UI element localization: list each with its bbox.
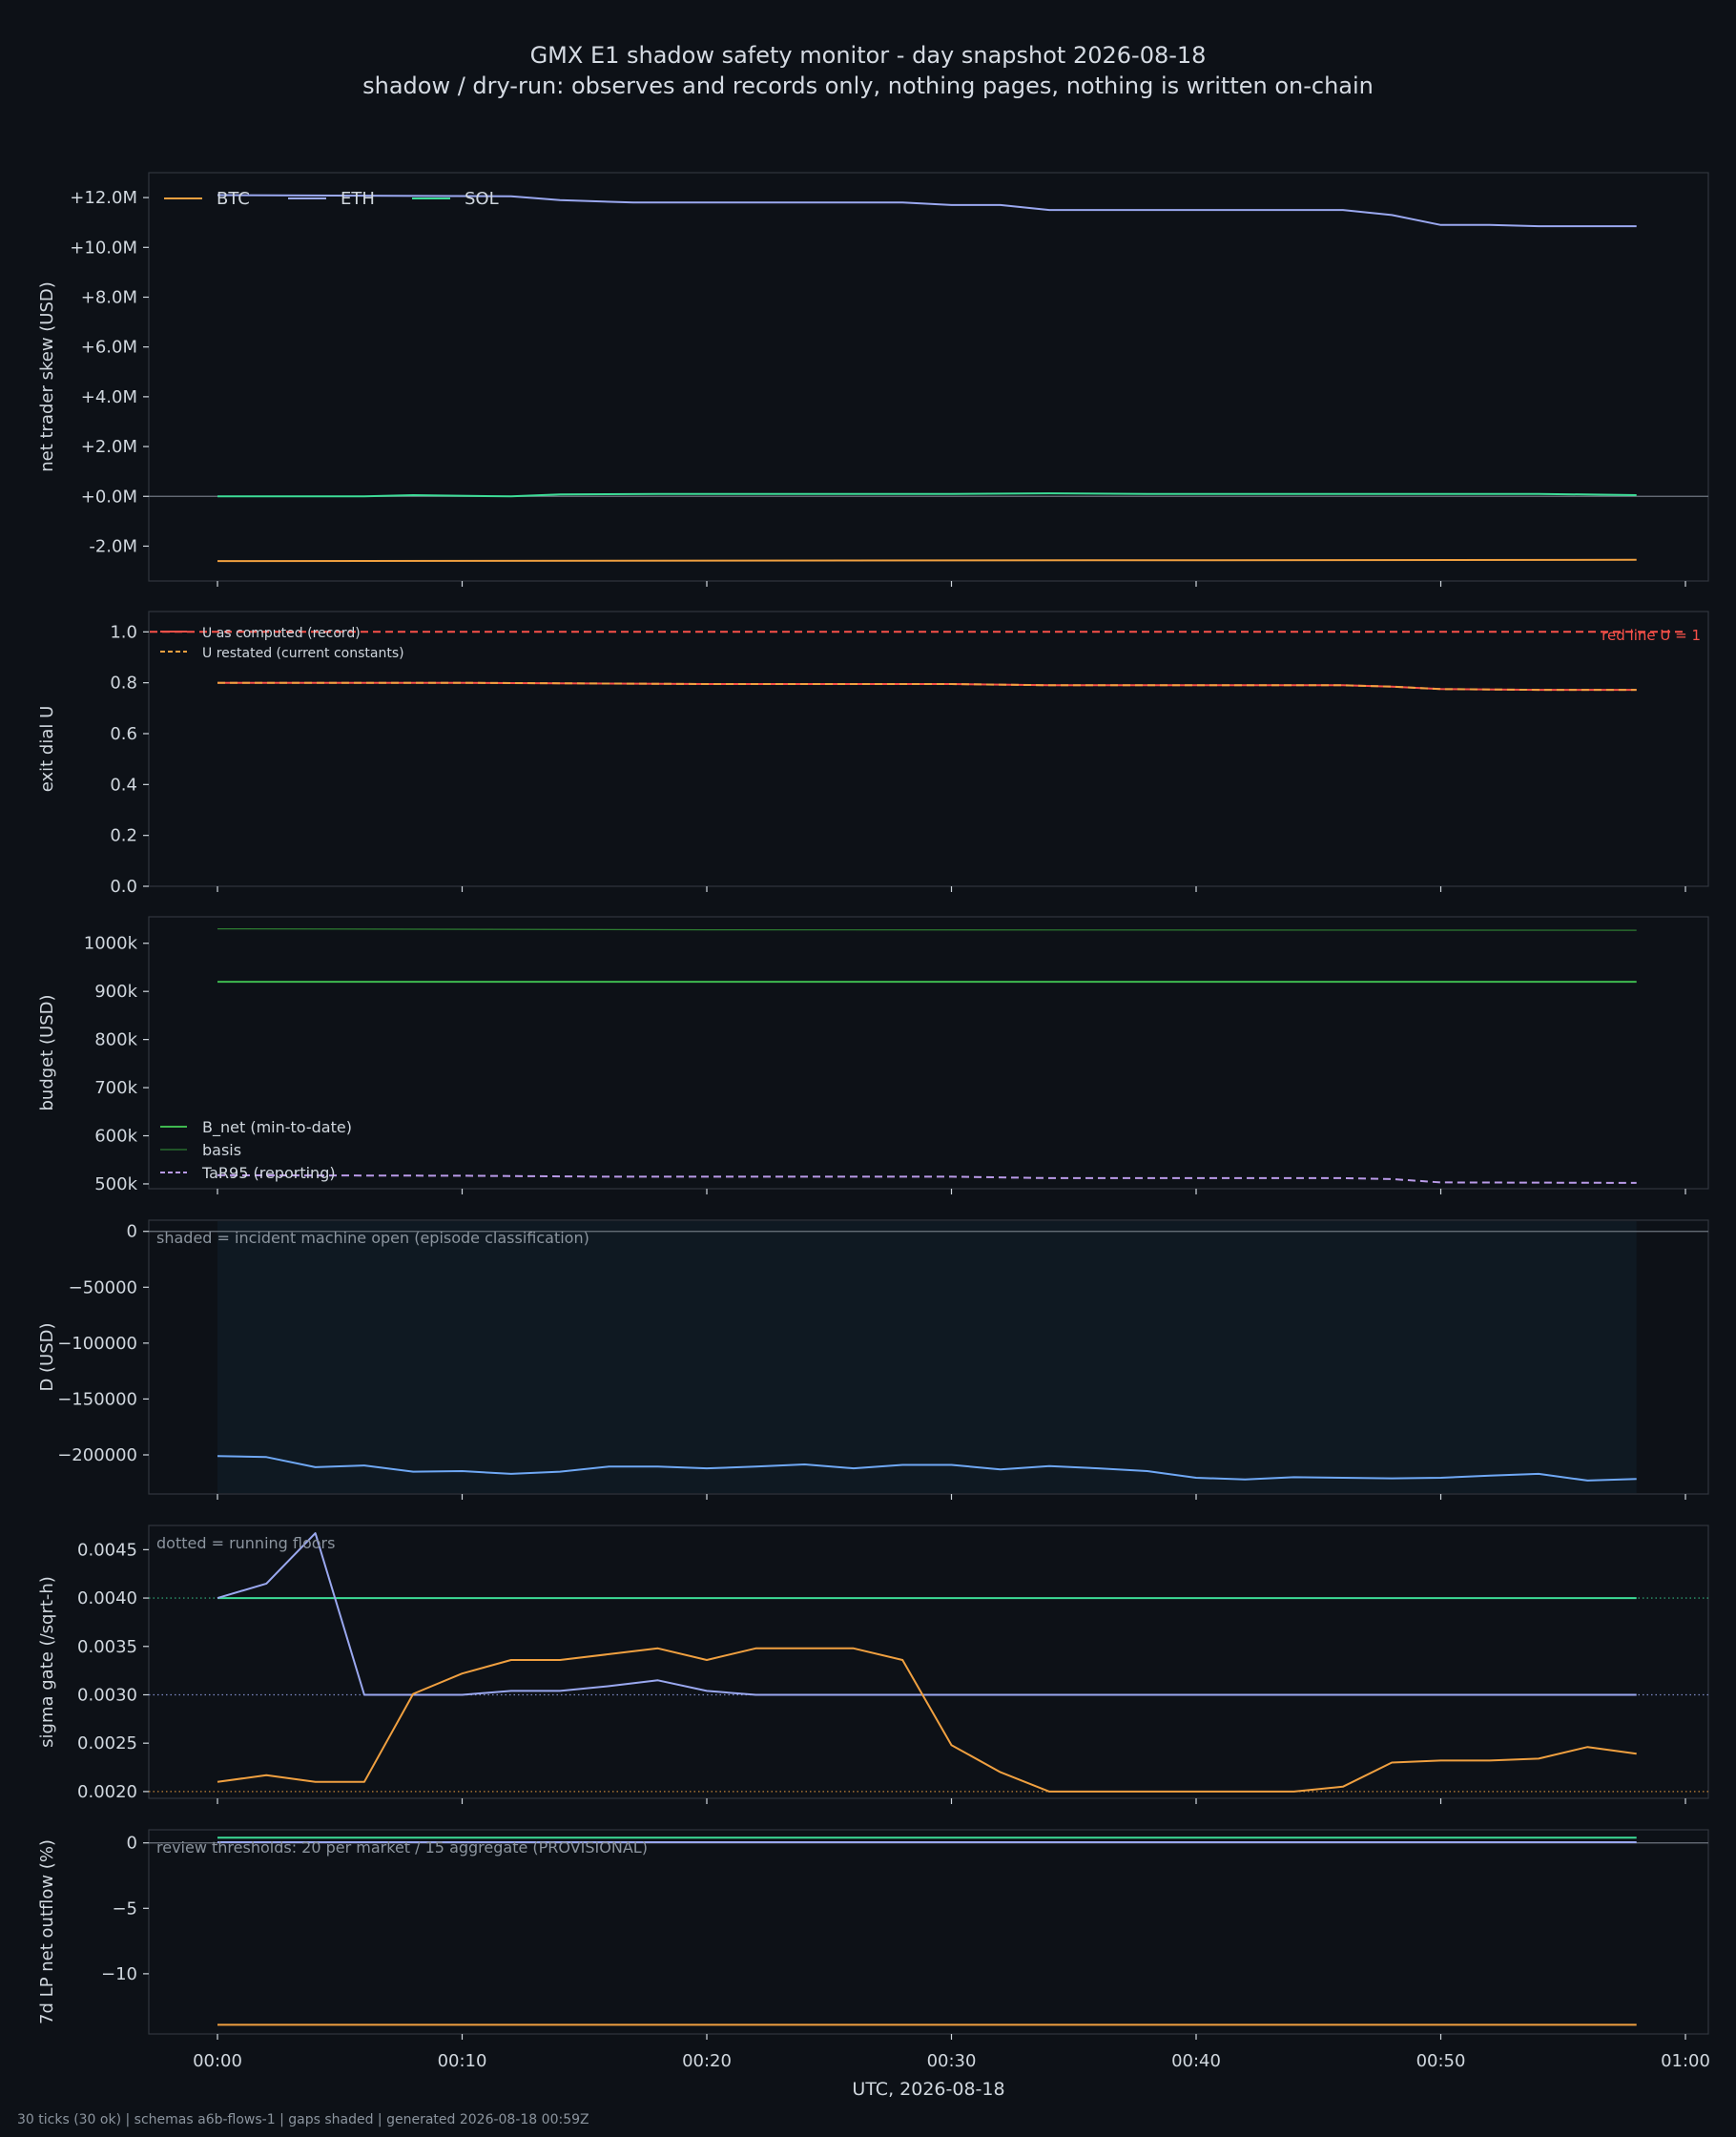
y-tick-label: −200000 <box>57 1445 137 1465</box>
panel-2: 0.0 0.2 0.4 0.6 0.8 1.0 exit dial U red line U … <box>37 611 1709 897</box>
y-tick-label: 0.0035 <box>77 1637 137 1657</box>
y-axis-label: D (USD) <box>37 1322 57 1391</box>
y-tick-label: +8.0M <box>81 287 137 307</box>
y-tick-label: 0.0045 <box>77 1540 137 1560</box>
y-tick-label: 700k <box>94 1078 137 1098</box>
series-line-2 <box>217 927 1637 931</box>
annotation: shaded = incident machine open (episode … <box>156 1229 589 1247</box>
y-tick-label: 0.0040 <box>77 1588 137 1608</box>
y-tick-label: +12.0M <box>70 188 137 208</box>
legend-label: BTC <box>217 189 250 209</box>
y-tick-label: −5 <box>112 1898 137 1919</box>
y-tick-label: 0.8 <box>110 674 137 694</box>
panel-frame <box>148 172 1709 582</box>
chart-title: GMX E1 shadow safety monitor - day snaps… <box>529 42 1207 69</box>
legend-label: TaR95 (reporting) <box>201 1164 336 1182</box>
panel-frame <box>148 611 1709 887</box>
annotation: red line U = 1 <box>1602 627 1701 644</box>
y-tick-label: +0.0M <box>81 487 137 507</box>
y-tick-label: 600k <box>94 1127 137 1147</box>
y-tick-label: 0.0030 <box>77 1685 137 1705</box>
y-tick-label: 0.2 <box>110 826 137 846</box>
y-tick-label: 900k <box>94 982 137 1002</box>
legend-label: ETH <box>341 189 375 209</box>
series-line-1 <box>217 1455 1637 1482</box>
x-tick-label: 00:00 <box>193 2051 242 2071</box>
panel-5: 0.0020 0.0025 0.0030 0.0035 0.0040 0.0045 sigm… <box>37 1525 1709 1804</box>
y-tick-label: 1000k <box>84 934 138 954</box>
x-tick-label: 00:10 <box>438 2051 487 2071</box>
footer-status: 30 ticks (30 ok) | schemas a6b-flows-1 |… <box>17 2112 589 2127</box>
y-axis-label: 7d LP net outflow (%) <box>37 1839 57 2024</box>
panel-3: 500k 600k 700k 800k 900k 1000k budget (USD) B_n… <box>37 916 1709 1194</box>
x-tick-label: 00:40 <box>1171 2051 1221 2071</box>
y-tick-label: −150000 <box>57 1389 137 1409</box>
legend-label: basis <box>202 1141 241 1159</box>
y-tick-label: 0.0025 <box>77 1733 137 1753</box>
x-tick-label: 00:50 <box>1416 2051 1466 2071</box>
y-tick-label: 1.0 <box>110 622 137 642</box>
annotation: dotted = running floors <box>156 1534 335 1552</box>
y-tick-label: 0 <box>127 1222 137 1242</box>
y-tick-label: 800k <box>94 1030 137 1050</box>
panel-frame <box>148 916 1709 1190</box>
y-axis-label: budget (USD) <box>37 994 57 1110</box>
y-tick-label: +6.0M <box>81 338 137 358</box>
incident-shade <box>217 1221 1637 1493</box>
legend-label: SOL <box>465 189 499 209</box>
legend-label: U restated (current constants) <box>202 646 404 661</box>
y-tick-label: 500k <box>94 1174 137 1194</box>
y-axis-label: net trader skew (USD) <box>37 281 57 472</box>
series-line-3 <box>217 1647 1637 1793</box>
y-tick-label: +2.0M <box>81 437 137 457</box>
x-tick-label: 01:00 <box>1661 2051 1710 2071</box>
annotation: review thresholds: 20 per market / 15 ag… <box>156 1838 648 1857</box>
y-tick-label: 0.0020 <box>77 1782 137 1802</box>
y-tick-label: +4.0M <box>81 387 137 407</box>
series-line-2 <box>217 1532 1637 1696</box>
y-axis-label: sigma gate (/sqrt-h) <box>37 1576 57 1748</box>
y-axis-label: exit dial U <box>37 706 57 793</box>
series-line-2 <box>217 194 1637 228</box>
x-axis-label: UTC, 2026-08-18 <box>852 2079 1004 2100</box>
legend-label: U as computed (record) <box>202 626 361 641</box>
y-tick-label: +10.0M <box>70 238 137 258</box>
panel-frame <box>148 1829 1709 2035</box>
y-tick-label: 0.0 <box>110 877 137 897</box>
legend-label: B_net (min-to-date) <box>202 1118 352 1137</box>
x-tick-label: 00:20 <box>682 2051 732 2071</box>
y-tick-label: −100000 <box>57 1334 137 1354</box>
y-tick-label: 0 <box>127 1834 137 1854</box>
panel-4: −200000 −150000 −100000 −50000 0 D (USD) shade… <box>37 1219 1709 1500</box>
x-tick-label: 00:30 <box>927 2051 977 2071</box>
panel-frame <box>148 1525 1709 1799</box>
series-line-1 <box>217 558 1637 563</box>
y-tick-label: -2.0M <box>89 536 137 556</box>
chart-subtitle: shadow / dry-run: observes and records o… <box>362 73 1374 99</box>
series-line-3 <box>217 1173 1637 1184</box>
y-tick-label: −50000 <box>69 1277 137 1297</box>
series-line-2 <box>217 681 1637 692</box>
y-tick-label: −10 <box>101 1964 137 1984</box>
panel-6: −10 −5 0 7d LP net outflow (%) review thresh… <box>37 1829 1710 2100</box>
panel-1: -2.0M +0.0M +2.0M +4.0M +6.0M +8.0M +10.0M +12.… <box>37 172 1709 587</box>
series-line-3 <box>217 492 1637 498</box>
y-tick-label: 0.4 <box>110 775 137 795</box>
y-tick-label: 0.6 <box>110 724 137 744</box>
